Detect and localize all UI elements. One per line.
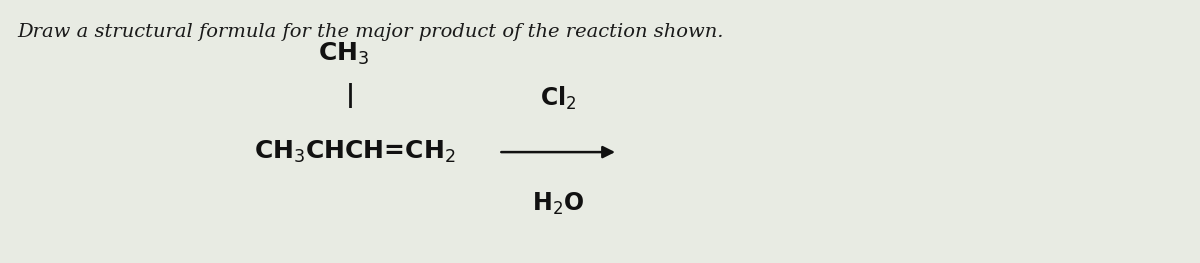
Text: H$_2$O: H$_2$O <box>532 190 584 217</box>
Text: Draw a structural formula for the major product of the reaction shown.: Draw a structural formula for the major … <box>17 23 724 41</box>
Text: Cl$_2$: Cl$_2$ <box>540 84 576 112</box>
Text: CH$_3$: CH$_3$ <box>318 41 368 67</box>
Text: CH$_3$CHCH=CH$_2$: CH$_3$CHCH=CH$_2$ <box>253 139 455 165</box>
Text: |: | <box>346 83 355 108</box>
